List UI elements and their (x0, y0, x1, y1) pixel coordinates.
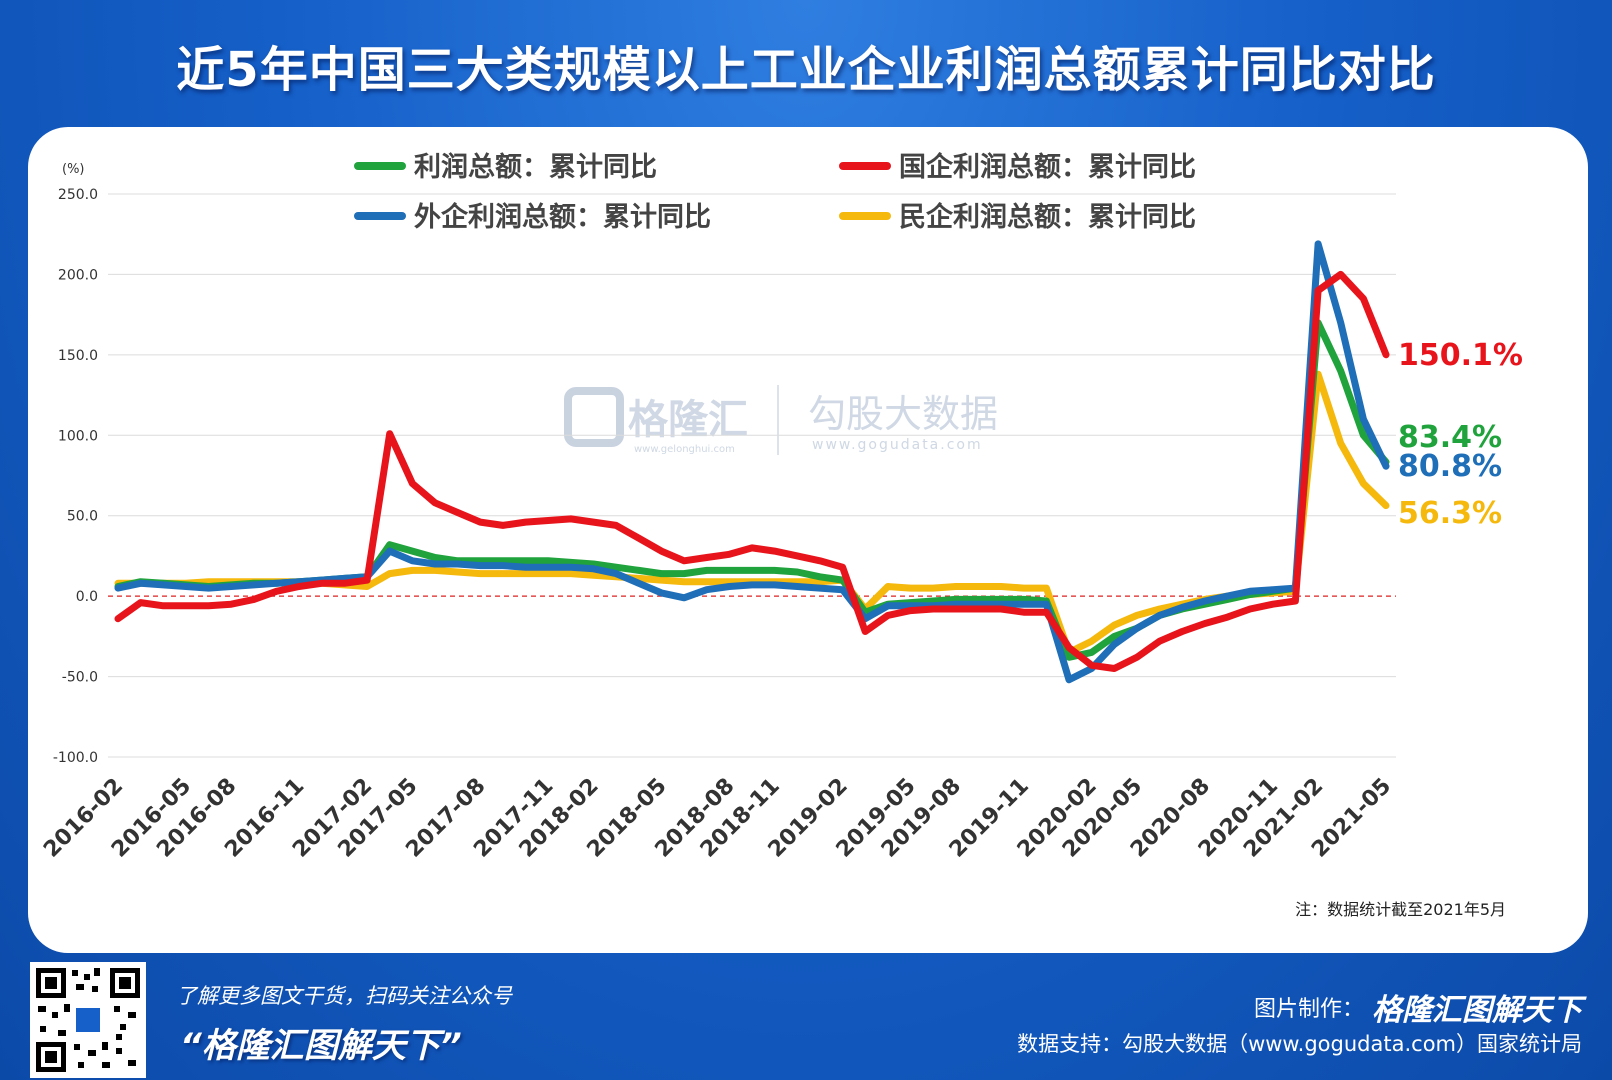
y-axis: 250.0 200.0 150.0 100.0 50.0 0.0 -50.0 -100.0 (53, 187, 98, 766)
series-line-1 (114, 270, 1390, 672)
legend-label-1: 国企利润总额：累计同比 (899, 151, 1196, 183)
image-credit: 图片制作： 格隆汇图解天下 (1254, 985, 1582, 1029)
watermark-right-name: 勾股大数据 (808, 392, 998, 436)
y-tick-label: 200.0 (58, 267, 98, 283)
footer-note: 了解更多图文干货，扫码关注公众号 (176, 984, 512, 1008)
y-tick-label: 100.0 (58, 428, 98, 444)
end-label-0: 83.4% (1398, 420, 1502, 455)
footer-brand: “格隆汇图解天下” (180, 1026, 462, 1066)
watermark-logo-icon (564, 387, 624, 447)
series-line-3 (114, 370, 1390, 656)
chart-panel: 格隆汇 www.gelonghui.com 勾股大数据 www.gogudata.co… (28, 127, 1588, 953)
chart-grid (108, 193, 1396, 758)
legend-label-2: 外企利润总额：累计同比 (414, 201, 711, 233)
credit-label: 图片制作： (1253, 997, 1364, 1022)
end-label-3: 56.3% (1398, 496, 1502, 531)
y-axis-unit: (%) (62, 162, 85, 177)
end-label-2: 80.8% (1398, 449, 1502, 484)
x-axis: 2016-022016-052016-082016-112017-022017-… (39, 774, 1396, 863)
watermark-left-url: www.gelonghui.com (634, 444, 735, 455)
y-tick-label: 250.0 (58, 187, 98, 203)
y-tick-label: -100.0 (53, 750, 98, 766)
legend-label-3: 民企利润总额：累计同比 (899, 201, 1196, 233)
end-label-1: 150.1% (1398, 338, 1523, 373)
page-title: 近5年中国三大类规模以上工业企业利润总额累计同比对比 (176, 42, 1436, 98)
y-tick-label: -50.0 (62, 670, 98, 686)
chart-series (114, 240, 1390, 684)
legend-label-0: 利润总额：累计同比 (414, 151, 657, 183)
watermark-left-name: 格隆汇 (628, 397, 748, 443)
qr-code-icon[interactable] (30, 962, 146, 1078)
series-line-2 (114, 240, 1390, 684)
chart-note: 注：数据统计截至2021年5月 (1295, 900, 1506, 919)
data-support: 数据支持：勾股大数据（www.gogudata.com）国家统计局 (1017, 1032, 1582, 1056)
y-tick-label: 0.0 (76, 589, 98, 605)
y-tick-label: 50.0 (67, 509, 98, 525)
watermark-right-url: www.gogudata.com (812, 437, 983, 453)
end-labels: 83.4% 150.1% 80.8% 56.3% (1398, 338, 1523, 531)
credit-logo: 格隆汇图解天下 (1372, 993, 1582, 1028)
y-tick-label: 150.0 (58, 348, 98, 364)
